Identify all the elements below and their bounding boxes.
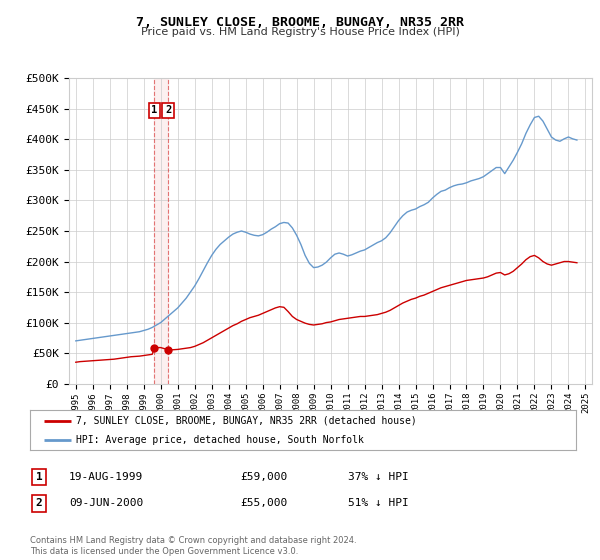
Text: Price paid vs. HM Land Registry's House Price Index (HPI): Price paid vs. HM Land Registry's House … — [140, 27, 460, 37]
Text: 7, SUNLEY CLOSE, BROOME, BUNGAY, NR35 2RR (detached house): 7, SUNLEY CLOSE, BROOME, BUNGAY, NR35 2R… — [76, 416, 417, 426]
Text: 1: 1 — [35, 472, 43, 482]
Text: HPI: Average price, detached house, South Norfolk: HPI: Average price, detached house, Sout… — [76, 435, 364, 445]
Text: £55,000: £55,000 — [240, 498, 287, 508]
Text: 7, SUNLEY CLOSE, BROOME, BUNGAY, NR35 2RR: 7, SUNLEY CLOSE, BROOME, BUNGAY, NR35 2R… — [136, 16, 464, 29]
Text: 37% ↓ HPI: 37% ↓ HPI — [348, 472, 409, 482]
Bar — [154, 78, 168, 384]
Text: £59,000: £59,000 — [240, 472, 287, 482]
Text: 2: 2 — [35, 498, 43, 508]
Text: 2: 2 — [165, 105, 172, 115]
Text: 51% ↓ HPI: 51% ↓ HPI — [348, 498, 409, 508]
Text: Contains HM Land Registry data © Crown copyright and database right 2024.
This d: Contains HM Land Registry data © Crown c… — [30, 536, 356, 556]
Text: 09-JUN-2000: 09-JUN-2000 — [69, 498, 143, 508]
Text: 19-AUG-1999: 19-AUG-1999 — [69, 472, 143, 482]
Text: 1: 1 — [151, 105, 158, 115]
